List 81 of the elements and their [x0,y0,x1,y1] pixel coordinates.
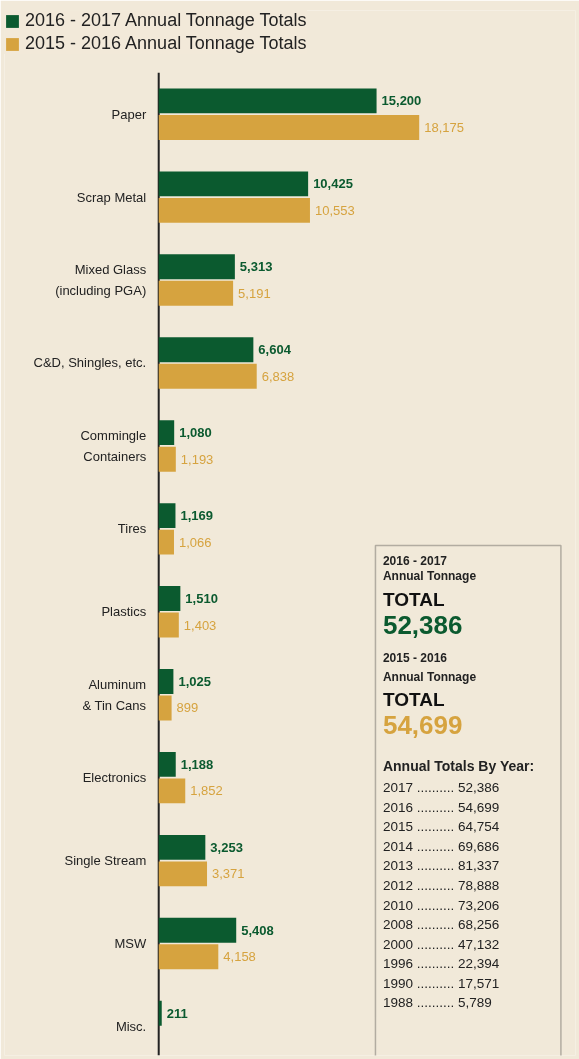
annotation: 2015 - 2016 [382,650,448,665]
data-label: 1,025 [178,673,211,689]
data-label: 3,253 [210,839,243,855]
bar [158,612,179,638]
data-label: 5,191 [238,285,271,301]
bar [158,254,235,280]
data-label: 4,158 [223,949,256,965]
data-label: 1,066 [178,534,212,550]
data-label: 1,080 [179,425,212,441]
bar [158,171,309,197]
bar [158,834,206,860]
y-tick-label: Mixed Glass (including PGA) [55,262,147,299]
y-tick-label: Tires [117,521,147,537]
y-tick-label: Aluminum & Tin Cans [82,676,147,713]
bar [158,944,219,970]
bar [158,363,257,389]
data-label: 15,200 [381,93,422,109]
y-tick-label: C&D, Shingles, etc. [33,355,147,371]
annotation: TOTAL [382,688,445,710]
annotation: 2000 .......... 47,132 [382,936,500,952]
data-label: 211 [166,1005,188,1021]
annotation: 2016 .......... 54,699 [382,799,500,815]
annotation: TOTAL [382,588,445,610]
y-tick-label: Misc. [115,1018,147,1034]
bar [158,751,176,777]
bar [158,420,175,446]
data-label: 1,188 [180,756,214,772]
annotation: 1990 .......... 17,571 [382,975,500,991]
y-tick-label: Commingle Containers [80,427,147,464]
y-tick-label: Single Stream [64,853,147,869]
data-label: 18,175 [424,119,464,135]
data-label: 1,169 [180,508,214,524]
annotation: Annual Totals By Year: [382,757,535,774]
annotation: 2013 .......... 81,337 [382,858,500,874]
legend-label: 2016 - 2017 Annual Tonnage Totals [25,10,307,31]
annotation: 54,699 [382,710,463,741]
data-label: 3,371 [212,866,245,882]
bar [158,337,254,363]
y-tick-label: Electronics [82,770,147,786]
bar [158,1000,162,1026]
data-label: 6,838 [261,368,295,384]
bar [158,197,310,223]
y-tick-label: MSW [114,936,147,952]
data-label: 899 [176,700,199,716]
data-label: 1,193 [180,451,214,467]
bar [158,529,174,555]
data-label: 1,852 [190,783,223,799]
bar [158,503,176,529]
data-label: 1,510 [185,591,218,607]
bar [158,861,208,887]
bar [158,88,377,114]
bar [158,586,181,611]
y-tick-label: Scrap Metal [76,189,147,205]
data-label: 5,313 [239,259,273,275]
annotation: 2010 .......... 73,206 [382,897,500,913]
annotation: 2016 - 2017 [382,553,448,568]
bar [158,115,420,140]
bar [158,669,174,694]
data-label: 5,408 [241,922,274,938]
bar [158,446,176,472]
annotation: Annual Tonnage [382,569,477,584]
data-label: 6,604 [258,342,292,358]
legend-label: 2015 - 2016 Annual Tonnage Totals [25,33,307,54]
annotation: 52,386 [382,609,463,640]
annotation: 2008 .......... 68,256 [382,917,500,933]
annotation: 1996 .......... 22,394 [382,956,500,972]
bar [158,778,186,804]
data-label: 10,425 [313,176,353,192]
annotation: Annual Tonnage [382,669,477,684]
annotation: 2014 .......... 69,686 [382,838,500,854]
annotation: 2015 .......... 64,754 [382,819,500,835]
y-tick-label: Plastics [101,604,147,620]
annotation: 2012 .......... 78,888 [382,878,500,894]
data-label: 10,553 [314,202,355,218]
annotation: 1988 .......... 5,789 [382,995,492,1011]
data-label: 1,403 [183,617,217,633]
bar [158,917,237,943]
bar [158,695,172,721]
y-tick-label: Paper [111,106,147,122]
bar [158,280,234,306]
annotation: 2017 .......... 52,386 [382,780,500,796]
